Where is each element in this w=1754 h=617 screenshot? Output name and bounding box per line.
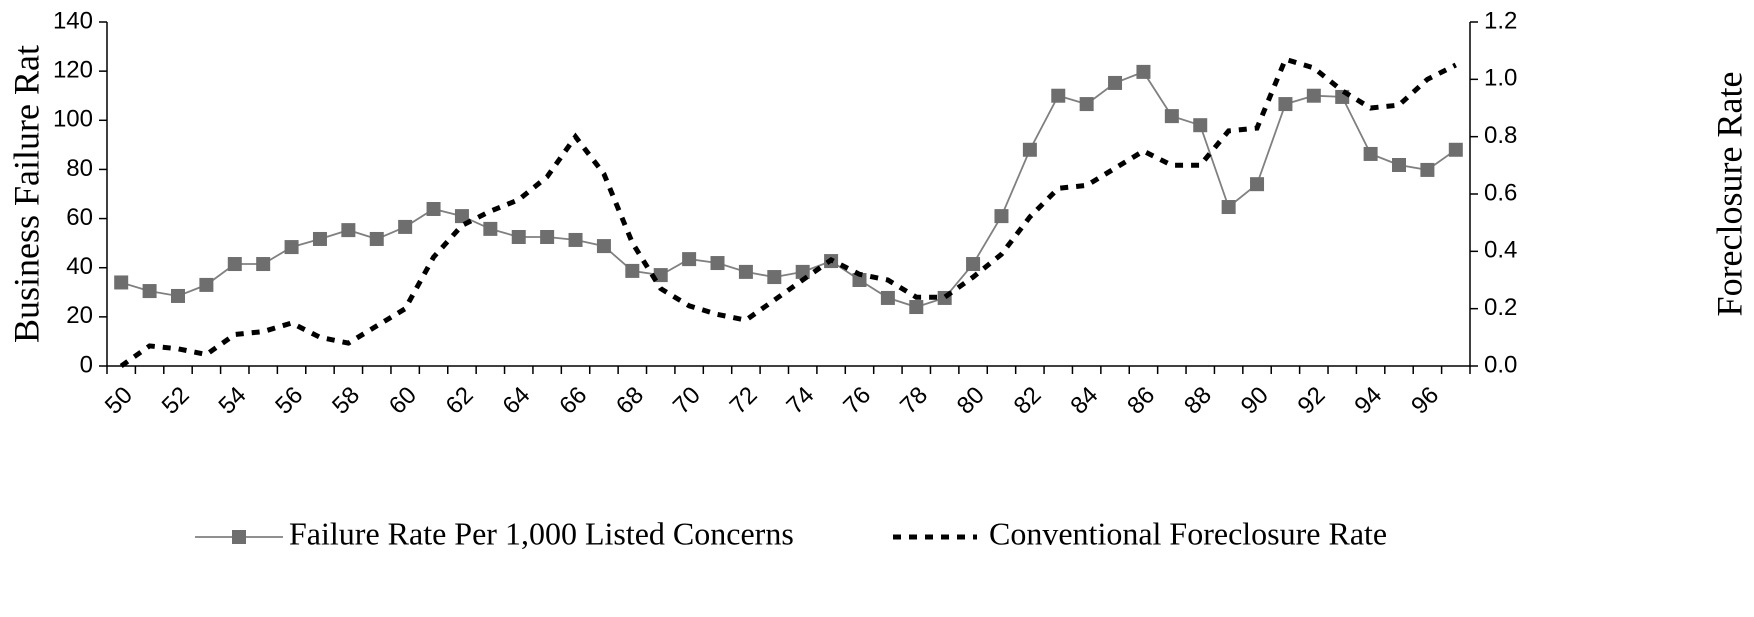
x-tick-label: 70	[668, 382, 706, 420]
x-tick-label: 78	[895, 382, 933, 420]
point-marker	[1022, 142, 1037, 157]
point-marker	[341, 223, 356, 238]
point-marker	[795, 264, 810, 279]
x-tick-label: 72	[725, 382, 763, 420]
point-marker	[1051, 88, 1066, 103]
point-marker	[199, 277, 214, 292]
point-marker	[511, 230, 526, 244]
point-marker	[767, 270, 782, 285]
point-marker	[1278, 97, 1293, 112]
point-marker	[540, 230, 555, 244]
x-tick-label: 58	[327, 382, 365, 420]
point-marker	[966, 257, 981, 272]
x-tick-label: 66	[554, 382, 592, 420]
point-marker	[227, 257, 242, 272]
x-tick-label: 90	[1236, 382, 1274, 420]
x-tick-label: 82	[1009, 382, 1047, 420]
point-marker	[880, 290, 895, 305]
y2-tick-label: 0.0	[1484, 351, 1517, 378]
point-marker	[312, 231, 327, 246]
x-tick-label: 56	[270, 382, 308, 420]
x-tick-label: 54	[214, 382, 252, 420]
x-tick-label: 76	[838, 382, 876, 420]
point-marker	[738, 264, 753, 279]
point-marker	[710, 256, 725, 271]
series-line	[119, 56, 1457, 369]
point-marker	[114, 275, 129, 290]
y-tick-label: 20	[66, 302, 93, 329]
point-marker	[852, 273, 867, 287]
point-marker	[426, 201, 441, 216]
y-axis-title: Business Failure Rat	[6, 45, 46, 343]
point-marker	[1221, 200, 1236, 215]
point-marker	[1363, 146, 1378, 161]
point-marker	[682, 252, 697, 267]
x-tick-label: 64	[497, 382, 535, 420]
x-tick-label: 52	[157, 382, 195, 420]
y2-tick-label: 0.6	[1484, 179, 1517, 206]
point-marker	[1250, 177, 1265, 192]
y-tick-label: 0	[80, 351, 93, 378]
x-tick-label: 62	[441, 382, 479, 420]
y-tick-label: 40	[66, 253, 93, 280]
point-marker	[398, 219, 413, 234]
point-marker	[284, 240, 299, 255]
y-tick-label: 60	[66, 204, 93, 231]
x-tick-label: 80	[952, 382, 990, 420]
y2-tick-label: 0.4	[1484, 237, 1517, 264]
point-marker	[483, 221, 498, 236]
point-marker	[568, 232, 583, 247]
point-marker	[909, 300, 924, 315]
point-marker	[1392, 158, 1407, 173]
y2-tick-label: 1.2	[1484, 7, 1517, 34]
x-tick-label: 96	[1406, 382, 1444, 420]
point-marker	[170, 288, 185, 303]
x-tick-label: 84	[1065, 382, 1103, 420]
x-tick-label: 60	[384, 382, 422, 420]
y2-tick-label: 1.0	[1484, 65, 1517, 92]
point-marker	[994, 209, 1009, 224]
point-marker	[1108, 75, 1123, 90]
legend-label: Conventional Foreclosure Rate	[989, 515, 1387, 551]
y-tick-label: 140	[53, 7, 93, 34]
point-marker	[1448, 142, 1463, 157]
legend-label: Failure Rate Per 1,000 Listed Concerns	[289, 515, 794, 551]
point-marker	[1420, 162, 1435, 177]
point-marker	[1193, 118, 1208, 133]
point-marker	[1079, 97, 1094, 112]
point-marker	[369, 231, 384, 246]
y2-axis-title: Foreclosure Rate	[1709, 72, 1749, 317]
legend-marker	[232, 530, 246, 544]
point-marker	[256, 257, 271, 272]
point-marker	[142, 284, 157, 299]
x-tick-label: 94	[1349, 382, 1387, 420]
point-marker	[596, 239, 611, 254]
x-tick-label: 68	[611, 382, 649, 420]
x-tick-label: 88	[1179, 382, 1217, 420]
x-tick-label: 50	[100, 382, 138, 420]
y-tick-label: 120	[53, 56, 93, 83]
x-tick-label: 74	[781, 382, 819, 420]
point-marker	[454, 209, 469, 224]
point-marker	[1306, 88, 1321, 103]
y2-tick-label: 0.2	[1484, 294, 1517, 321]
y-tick-label: 80	[66, 155, 93, 182]
point-marker	[625, 263, 640, 278]
x-tick-label: 86	[1122, 382, 1160, 420]
y-tick-label: 100	[53, 106, 93, 133]
point-marker	[1164, 109, 1179, 124]
y2-tick-label: 0.8	[1484, 122, 1517, 149]
point-marker	[1136, 64, 1151, 79]
x-tick-label: 92	[1293, 382, 1331, 420]
